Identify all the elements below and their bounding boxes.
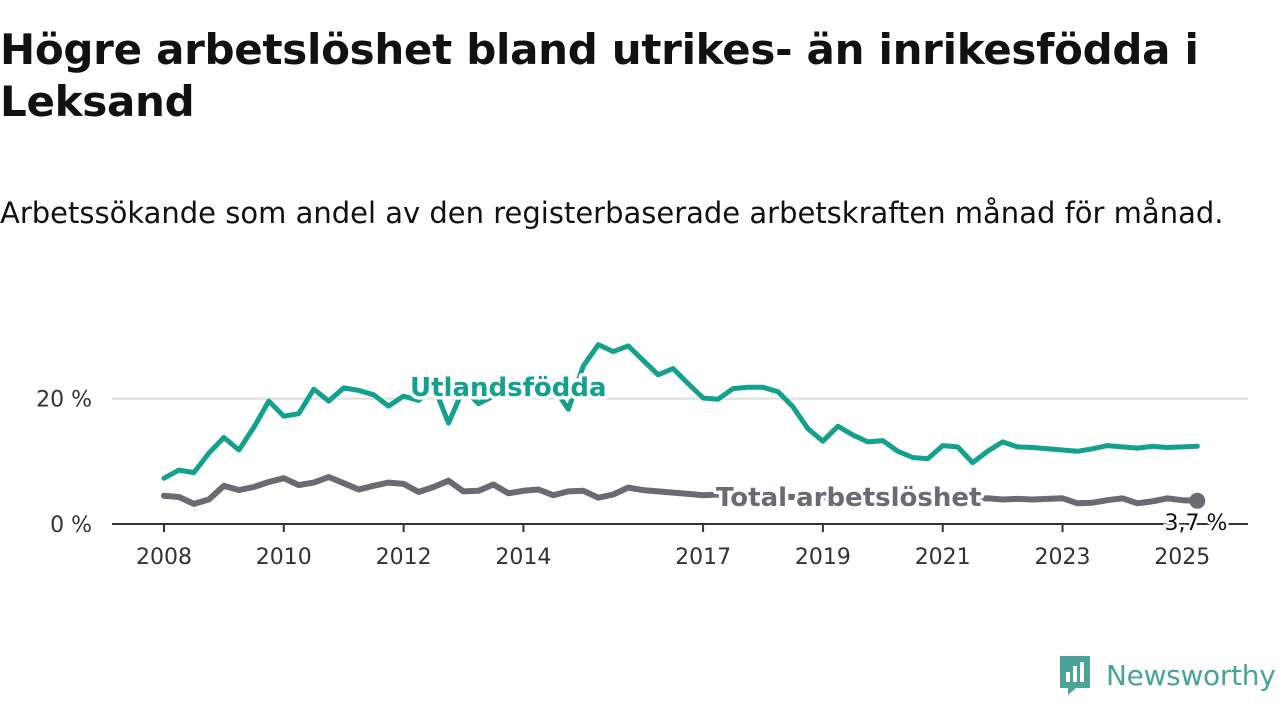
end-value-label: 3,7 % — [1165, 511, 1228, 536]
series-line-total — [161, 474, 1201, 507]
x-tick-label: 2008 — [136, 545, 192, 570]
series-label-total: Total arbetslöshet — [716, 483, 981, 513]
end-value-label-halo: 3,7 % — [1165, 511, 1228, 536]
series-line-utlandsfodda — [161, 342, 1200, 481]
y-tick-label: 0 % — [50, 513, 92, 538]
brand-name: Newsworthy — [1106, 658, 1276, 692]
chart-labels: 0 % 20 % 2008 2010 2012 2014 2017 2019 2021 2023 2… — [36, 370, 1230, 571]
x-tick-label: 2012 — [376, 545, 432, 570]
newsworthy-logo-icon — [1060, 656, 1090, 695]
series-label-utlandsfodda-halo: Utlandsfödda — [410, 373, 607, 403]
series-label-utlandsfodda: Utlandsfödda — [410, 373, 607, 403]
x-tick-label: 2023 — [1035, 545, 1091, 570]
y-tick-label: 20 % — [36, 388, 92, 413]
series-lines — [161, 342, 1201, 507]
x-tick-label: 2017 — [675, 545, 731, 570]
x-axis — [112, 523, 1248, 532]
x-tick-label: 2014 — [495, 545, 551, 570]
x-tick-label: 2021 — [915, 545, 971, 570]
x-tick-label: 2025 — [1154, 545, 1210, 570]
chart-title: Högre arbetslöshet bland utrikes- än inr… — [0, 25, 1199, 126]
x-tick-label: 2010 — [256, 545, 312, 570]
series-label-total-halo: Total arbetslöshet — [716, 483, 981, 513]
x-tick-label: 2019 — [795, 545, 851, 570]
newsworthy-logo: Newsworthy — [1058, 652, 1276, 698]
chart-subtitle: Arbetssökande som andel av den registerb… — [0, 196, 1224, 230]
end-point-marker — [1189, 492, 1206, 509]
